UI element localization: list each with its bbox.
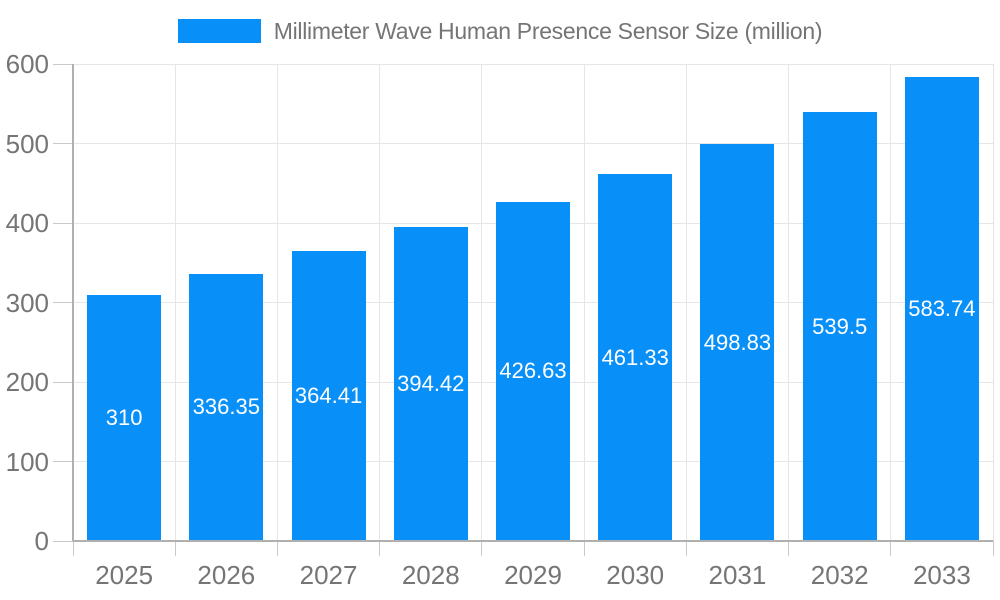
bar-2028[interactable] xyxy=(393,227,468,540)
y-axis-tick-0 xyxy=(53,540,73,542)
x-tick-label-2032: 2032 xyxy=(810,560,869,590)
h-gridline-500 xyxy=(73,143,993,144)
x-axis-tick-9 xyxy=(992,541,994,556)
y-axis-tick-400 xyxy=(53,222,73,224)
x-tick-label-2027: 2027 xyxy=(299,560,358,590)
bar-2030[interactable] xyxy=(598,174,673,540)
v-gridline-9 xyxy=(992,64,994,541)
v-gridline-6 xyxy=(685,64,687,541)
y-tick-label-400: 400 xyxy=(5,208,49,238)
x-axis-tick-5 xyxy=(583,541,585,556)
v-gridline-4 xyxy=(481,64,483,541)
x-tick-label-2028: 2028 xyxy=(401,560,460,590)
h-gridline-600 xyxy=(73,63,993,65)
x-axis-tick-3 xyxy=(379,541,381,556)
x-tick-label-2026: 2026 xyxy=(197,560,256,590)
legend-label[interactable]: Millimeter Wave Human Presence Sensor Si… xyxy=(273,17,823,44)
x-axis-tick-1 xyxy=(174,541,176,556)
bar-2026[interactable] xyxy=(189,273,264,540)
x-tick-label-2033: 2033 xyxy=(912,560,971,590)
v-gridline-8 xyxy=(890,64,892,541)
y-tick-label-100: 100 xyxy=(5,446,49,477)
x-axis-tick-2 xyxy=(276,541,278,556)
legend[interactable]: Millimeter Wave Human Presence Sensor Si… xyxy=(0,17,1000,44)
bar-2033[interactable] xyxy=(904,76,979,540)
x-axis-tick-8 xyxy=(890,541,892,556)
x-tick-label-2030: 2030 xyxy=(606,560,665,590)
v-gridline-7 xyxy=(788,64,790,541)
y-tick-label-600: 600 xyxy=(5,49,49,79)
x-axis-tick-0 xyxy=(72,541,74,556)
bar-2032[interactable] xyxy=(802,112,877,540)
x-axis-tick-4 xyxy=(481,541,483,556)
bar-2027[interactable] xyxy=(291,251,366,540)
bar-2025[interactable] xyxy=(87,294,162,540)
x-tick-label-2025: 2025 xyxy=(95,560,154,590)
x-axis-tick-7 xyxy=(788,541,790,556)
y-axis-tick-200 xyxy=(53,381,73,383)
y-axis-tick-100 xyxy=(53,461,73,462)
y-axis-tick-300 xyxy=(53,302,73,303)
x-axis-line xyxy=(73,540,993,542)
v-gridline-3 xyxy=(379,64,381,541)
v-gridline-2 xyxy=(276,64,278,541)
legend-swatch[interactable] xyxy=(177,19,261,43)
v-gridline-1 xyxy=(174,64,176,541)
x-tick-label-2029: 2029 xyxy=(504,560,562,590)
y-tick-label-200: 200 xyxy=(5,367,49,397)
y-axis-line xyxy=(72,64,74,541)
v-gridline-5 xyxy=(583,64,585,541)
y-tick-label-0: 0 xyxy=(34,526,49,556)
x-axis-tick-6 xyxy=(685,541,687,556)
x-tick-label-2031: 2031 xyxy=(708,560,767,590)
y-axis-tick-500 xyxy=(53,143,73,144)
y-tick-label-500: 500 xyxy=(5,128,49,159)
y-tick-label-300: 300 xyxy=(5,287,49,318)
bar-2029[interactable] xyxy=(496,201,570,540)
bar-2031[interactable] xyxy=(700,144,775,540)
y-axis-tick-600 xyxy=(53,63,73,65)
